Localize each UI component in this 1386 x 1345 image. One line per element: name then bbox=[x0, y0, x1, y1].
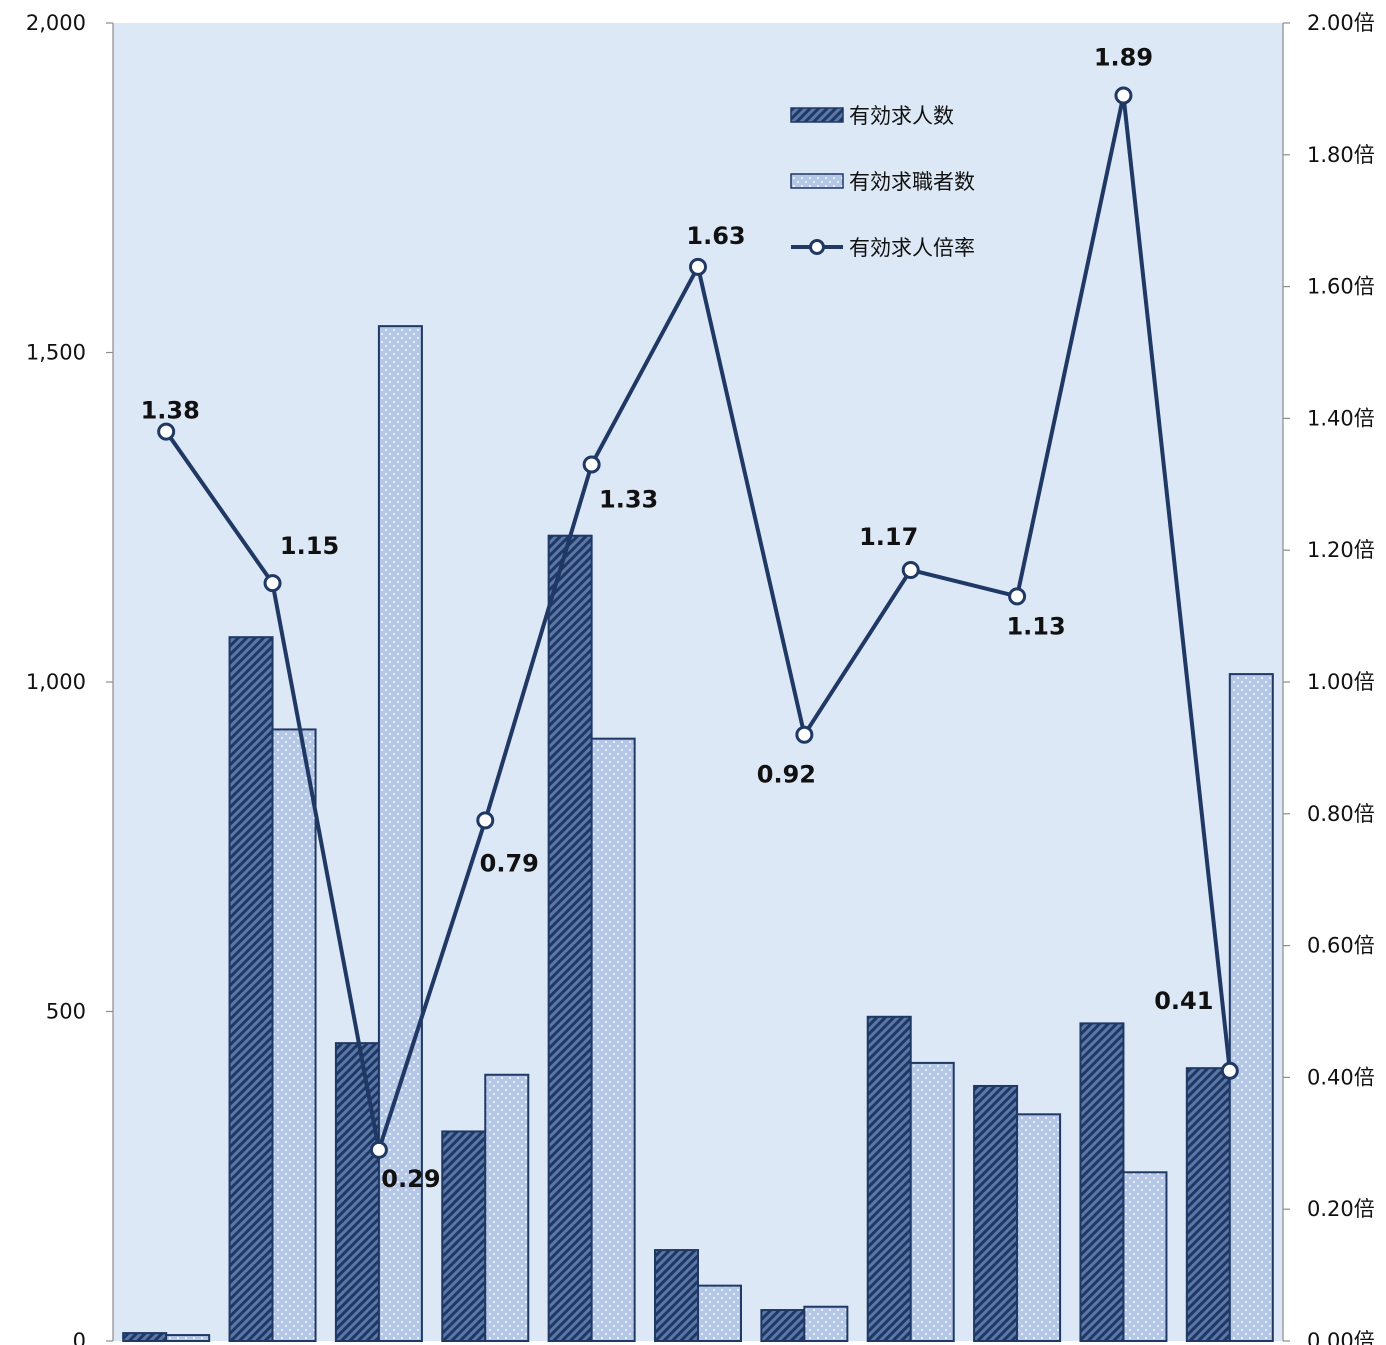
ratio-point bbox=[1008, 587, 1027, 606]
left-tick-label: 0 bbox=[73, 1329, 86, 1345]
legend-swatch-ratio-marker bbox=[809, 239, 825, 255]
ratio-data-label: 1.38 bbox=[141, 397, 200, 425]
ratio-point bbox=[369, 1140, 388, 1159]
ratio-point bbox=[476, 811, 495, 830]
ratio-data-label: 1.33 bbox=[599, 486, 658, 514]
right-tick-label: 0.40倍 bbox=[1307, 1065, 1375, 1089]
ratio-data-label: 1.13 bbox=[1006, 612, 1065, 640]
bar-job-seekers bbox=[1016, 1113, 1062, 1342]
bar-job-seekers bbox=[165, 1334, 211, 1342]
bar-job-seekers bbox=[377, 325, 423, 1342]
left-tick-label: 1,000 bbox=[26, 670, 86, 694]
left-tick-label: 1,500 bbox=[26, 341, 86, 365]
bar-job-seekers bbox=[697, 1284, 742, 1343]
left-y-axis: 0 500 1,000 1,500 2,000 bbox=[26, 11, 114, 1345]
ratio-point bbox=[689, 257, 707, 276]
bar-job-openings bbox=[441, 1130, 487, 1342]
bar-job-openings bbox=[973, 1084, 1019, 1343]
bar-job-seekers bbox=[484, 1073, 530, 1343]
ratio-point bbox=[263, 574, 282, 593]
ratio-point bbox=[901, 560, 920, 579]
right-tick-label: 1.20倍 bbox=[1307, 538, 1375, 562]
legend-label-ratio: 有効求人倍率 bbox=[849, 236, 975, 260]
right-tick-label: 1.40倍 bbox=[1307, 406, 1375, 430]
ratio-point bbox=[582, 455, 601, 474]
bar-job-openings bbox=[866, 1015, 912, 1342]
ratio-line-layer: 1.38 1.15 0.29 0.79 1.33 1.63 0.92 1.17 1.13 1.89… bbox=[141, 43, 1239, 1193]
right-tick-label: 2.00倍 bbox=[1307, 11, 1375, 35]
bar-job-seekers bbox=[803, 1305, 849, 1343]
bar-job-openings bbox=[122, 1332, 168, 1343]
ratio-data-label: 0.79 bbox=[480, 849, 539, 877]
bar-job-openings bbox=[334, 1042, 380, 1342]
ratio-data-label: 1.89 bbox=[1094, 43, 1153, 71]
bar-job-openings bbox=[760, 1309, 806, 1342]
legend-label-job-seekers: 有効求職者数 bbox=[849, 170, 975, 194]
ratio-data-label: 0.29 bbox=[381, 1165, 440, 1193]
bar-job-openings bbox=[228, 636, 274, 1342]
left-tick-label: 500 bbox=[46, 1000, 86, 1024]
bar-job-openings bbox=[547, 534, 593, 1342]
right-tick-label: 1.00倍 bbox=[1307, 670, 1375, 694]
right-tick-label: 0.20倍 bbox=[1307, 1197, 1375, 1221]
right-tick-label: 1.60倍 bbox=[1307, 275, 1375, 299]
bar-job-seekers bbox=[1228, 673, 1274, 1342]
bar-job-openings bbox=[654, 1249, 699, 1342]
ratio-data-label: 1.17 bbox=[859, 523, 918, 551]
ratio-point bbox=[795, 725, 814, 744]
left-tick-label: 2,000 bbox=[26, 11, 86, 35]
bar-job-seekers bbox=[1122, 1171, 1168, 1343]
right-tick-label: 0.80倍 bbox=[1307, 802, 1375, 826]
bar-job-openings bbox=[1185, 1067, 1231, 1342]
ratio-point bbox=[1220, 1061, 1239, 1080]
bar-job-seekers bbox=[271, 728, 317, 1342]
legend-swatch-job-seekers bbox=[790, 173, 844, 189]
right-y-axis: 0.00倍 0.20倍 0.40倍 0.60倍 0.80倍 1.00倍 1.20倍 1.40倍… bbox=[1282, 11, 1375, 1345]
legend-swatch-job-openings bbox=[790, 107, 844, 123]
ratio-data-label: 0.92 bbox=[757, 761, 816, 789]
right-tick-label: 0.60倍 bbox=[1307, 934, 1375, 958]
right-tick-label: 1.80倍 bbox=[1307, 143, 1375, 167]
ratio-data-label: 0.41 bbox=[1154, 987, 1213, 1015]
ratio-data-label: 1.63 bbox=[686, 222, 745, 250]
ratio-point bbox=[157, 422, 176, 441]
bar-job-openings bbox=[1079, 1022, 1125, 1342]
bar-job-seekers bbox=[909, 1061, 955, 1342]
ratio-data-label: 1.15 bbox=[280, 532, 339, 560]
bars-layer bbox=[122, 325, 1274, 1343]
legend-label-job-openings: 有効求人数 bbox=[849, 104, 954, 128]
right-tick-label: 0.00倍 bbox=[1307, 1329, 1375, 1345]
bar-job-seekers bbox=[590, 737, 636, 1342]
ratio-point bbox=[1114, 86, 1133, 105]
